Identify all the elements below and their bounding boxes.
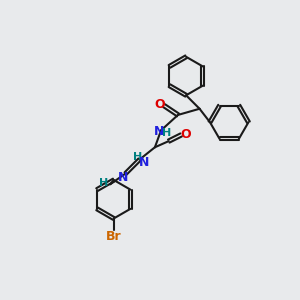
Text: H: H <box>162 128 171 138</box>
Text: H: H <box>133 152 142 162</box>
Text: H: H <box>100 178 109 188</box>
Text: N: N <box>154 124 164 138</box>
Text: N: N <box>117 171 128 184</box>
Text: Br: Br <box>106 230 122 243</box>
Text: O: O <box>154 98 165 111</box>
Text: O: O <box>180 128 191 141</box>
Text: N: N <box>139 156 149 169</box>
